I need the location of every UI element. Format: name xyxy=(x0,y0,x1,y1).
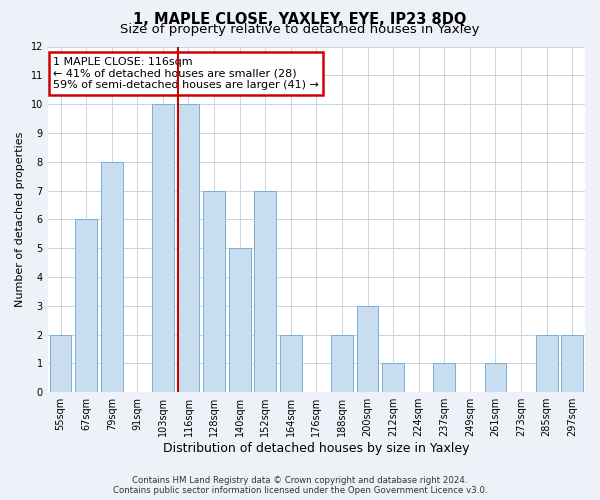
Bar xyxy=(356,306,379,392)
Bar xyxy=(178,104,199,392)
Bar xyxy=(562,334,583,392)
Bar xyxy=(152,104,174,392)
Text: 1, MAPLE CLOSE, YAXLEY, EYE, IP23 8DQ: 1, MAPLE CLOSE, YAXLEY, EYE, IP23 8DQ xyxy=(133,12,467,26)
Bar xyxy=(433,364,455,392)
Bar xyxy=(101,162,122,392)
Bar xyxy=(254,190,276,392)
Bar xyxy=(331,334,353,392)
Text: Size of property relative to detached houses in Yaxley: Size of property relative to detached ho… xyxy=(120,24,480,36)
Bar xyxy=(382,364,404,392)
Text: Contains HM Land Registry data © Crown copyright and database right 2024.
Contai: Contains HM Land Registry data © Crown c… xyxy=(113,476,487,495)
Bar xyxy=(536,334,557,392)
Bar xyxy=(50,334,71,392)
Text: 1 MAPLE CLOSE: 116sqm
← 41% of detached houses are smaller (28)
59% of semi-deta: 1 MAPLE CLOSE: 116sqm ← 41% of detached … xyxy=(53,57,319,90)
X-axis label: Distribution of detached houses by size in Yaxley: Distribution of detached houses by size … xyxy=(163,442,470,455)
Bar xyxy=(75,220,97,392)
Bar xyxy=(229,248,251,392)
Y-axis label: Number of detached properties: Number of detached properties xyxy=(15,132,25,307)
Bar xyxy=(203,190,225,392)
Bar xyxy=(485,364,506,392)
Bar xyxy=(280,334,302,392)
